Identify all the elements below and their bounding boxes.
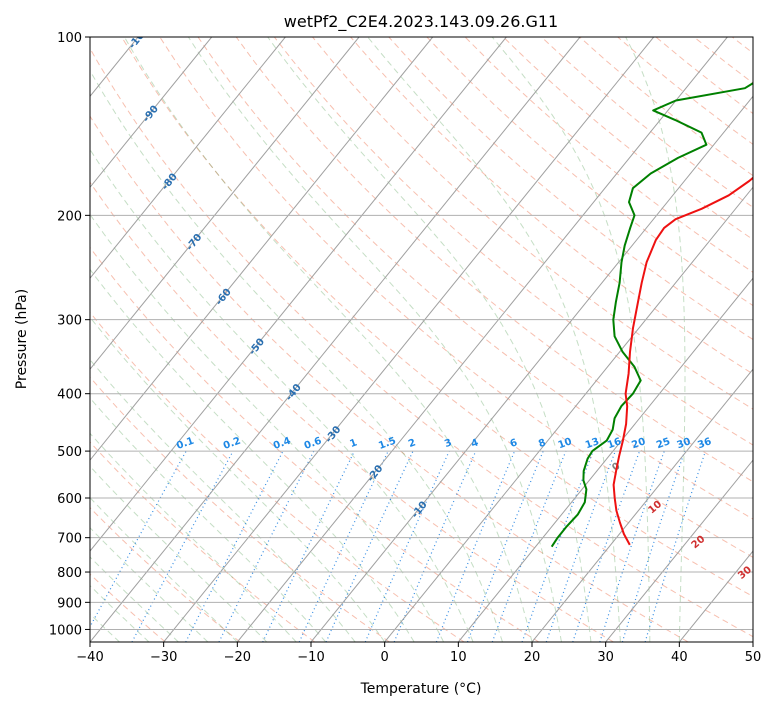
mixing-ratio-line: [599, 450, 665, 642]
dry-adiabat: [90, 181, 614, 642]
y-tick-label: 300: [57, 314, 82, 329]
y-axis-label: Pressure (hPa): [14, 289, 30, 389]
isotherm-line: [90, 37, 581, 642]
isotherm-line: [236, 37, 728, 642]
mixing-ratio-line: [131, 450, 234, 642]
mixing-ratio-label: 3: [443, 437, 453, 450]
mixing-ratio-label: 4: [470, 437, 480, 450]
mixing-ratio-label: 36: [696, 436, 713, 451]
moist-adiabat: [90, 148, 474, 642]
mixing-ratio-line: [545, 450, 616, 642]
dry-adiabat: [312, 37, 753, 410]
mixing-ratio-line: [621, 450, 686, 642]
moist-adiabat: [187, 37, 562, 642]
dry-adiabat: [90, 573, 166, 642]
mixing-ratio-label: 6: [509, 437, 519, 450]
moist-adiabat: [123, 37, 533, 642]
moist-adiabat: [491, 37, 651, 642]
x-tick-label: −20: [224, 650, 251, 665]
moist-adiabat: [90, 358, 356, 642]
plot-area: 0.1 0.2 0.4 0.6 1 1.5 2 3 4 6 8 10 13 16 20 25 30 36-100-…: [90, 37, 753, 642]
y-tick-label: 800: [57, 566, 82, 581]
plot-frame: [89, 36, 754, 643]
dry-adiabats: [90, 37, 753, 642]
pressure-gridlines: [90, 37, 753, 630]
x-tick-label: 0: [381, 650, 389, 665]
dry-adiabat: [388, 37, 753, 341]
isotherms: [90, 37, 753, 642]
x-axis-label: Temperature (°C): [360, 681, 482, 697]
isotherm-line: [605, 459, 753, 642]
isotherm-line: [90, 37, 434, 461]
x-tick-label: 30: [597, 650, 614, 665]
sounding-profiles: [550, 81, 753, 548]
moist-adiabat: [90, 69, 503, 642]
mixing-ratio-line: [644, 450, 707, 642]
y-tick-label: 200: [57, 209, 82, 224]
moist-adiabat: [90, 584, 150, 642]
mixing-ratio-lines: [90, 450, 707, 642]
x-tick-label: −10: [297, 650, 324, 665]
mixing-ratio-label: 20: [630, 436, 647, 451]
isotherm-line: [163, 37, 655, 642]
y-tick-label: 900: [57, 596, 82, 611]
isotherm-line: [90, 37, 286, 280]
moist-adiabat: [625, 37, 686, 642]
moist-adiabat: [90, 316, 386, 642]
y-tick-label: 1000: [49, 623, 82, 638]
x-tick-label: −40: [76, 650, 103, 665]
isotherm-line: [531, 368, 753, 642]
moist-adiabat: [90, 465, 268, 642]
x-tick-label: −30: [150, 650, 177, 665]
dry-adiabat: [90, 311, 465, 642]
mixing-ratio-line: [572, 450, 641, 642]
isotherm-line: [384, 186, 753, 642]
x-tick-label: 10: [450, 650, 467, 665]
moist-adiabat: [90, 527, 209, 642]
mixing-ratio-line: [90, 450, 187, 629]
mixing-ratio-line: [521, 450, 594, 642]
y-tick-label: 600: [57, 492, 82, 507]
dry-adiabat: [90, 376, 390, 642]
y-tick-label: 400: [57, 388, 82, 403]
chart-title: wetPf2_C2E4.2023.143.09.26.G11: [284, 12, 558, 32]
mixing-ratio-line: [393, 450, 477, 642]
moist-adiabat: [90, 496, 238, 642]
moist-adiabat: [367, 37, 621, 642]
moist-adiabat: [267, 37, 592, 642]
dry-adiabat: [90, 115, 689, 642]
mixing-ratio-line: [218, 450, 315, 642]
axes: −40 −30 −20 −10 0 10 20 30 40 50 100 200 300 400 500 60…: [49, 31, 761, 665]
mixing-ratio-label: 1: [348, 437, 358, 450]
dewpoint-profile-line: [550, 81, 753, 548]
isotherm-line: [457, 277, 753, 642]
mixing-ratio-label: 10: [557, 436, 574, 451]
x-tick-label: 50: [745, 650, 762, 665]
mixing-ratio-line: [435, 450, 516, 642]
y-tick-label: 700: [57, 532, 82, 547]
mixing-ratio-label: 8: [537, 437, 547, 450]
mixing-ratio-label: 30: [675, 436, 692, 451]
x-tick-label: 40: [671, 650, 688, 665]
dry-adiabat: [350, 37, 753, 375]
mixing-ratio-label: 2: [407, 437, 417, 450]
moist-adiabat: [90, 556, 179, 642]
moist-adiabat: [90, 213, 445, 642]
moist-adiabat: [90, 268, 415, 642]
isotherm-line: [310, 95, 753, 642]
moist-adiabats: [90, 37, 686, 642]
isotherm-line: [90, 37, 213, 189]
y-tick-label: 100: [57, 31, 82, 46]
temperature-profile-line: [612, 176, 753, 546]
mixing-ratio-label: 25: [655, 436, 672, 451]
y-tick-label: 500: [57, 445, 82, 460]
dry-adiabat: [90, 47, 753, 638]
isotherm-line: [90, 37, 507, 552]
isotherm-line: [90, 37, 360, 370]
x-tick-label: 20: [524, 650, 541, 665]
mixing-ratio-label: 16: [606, 436, 623, 451]
